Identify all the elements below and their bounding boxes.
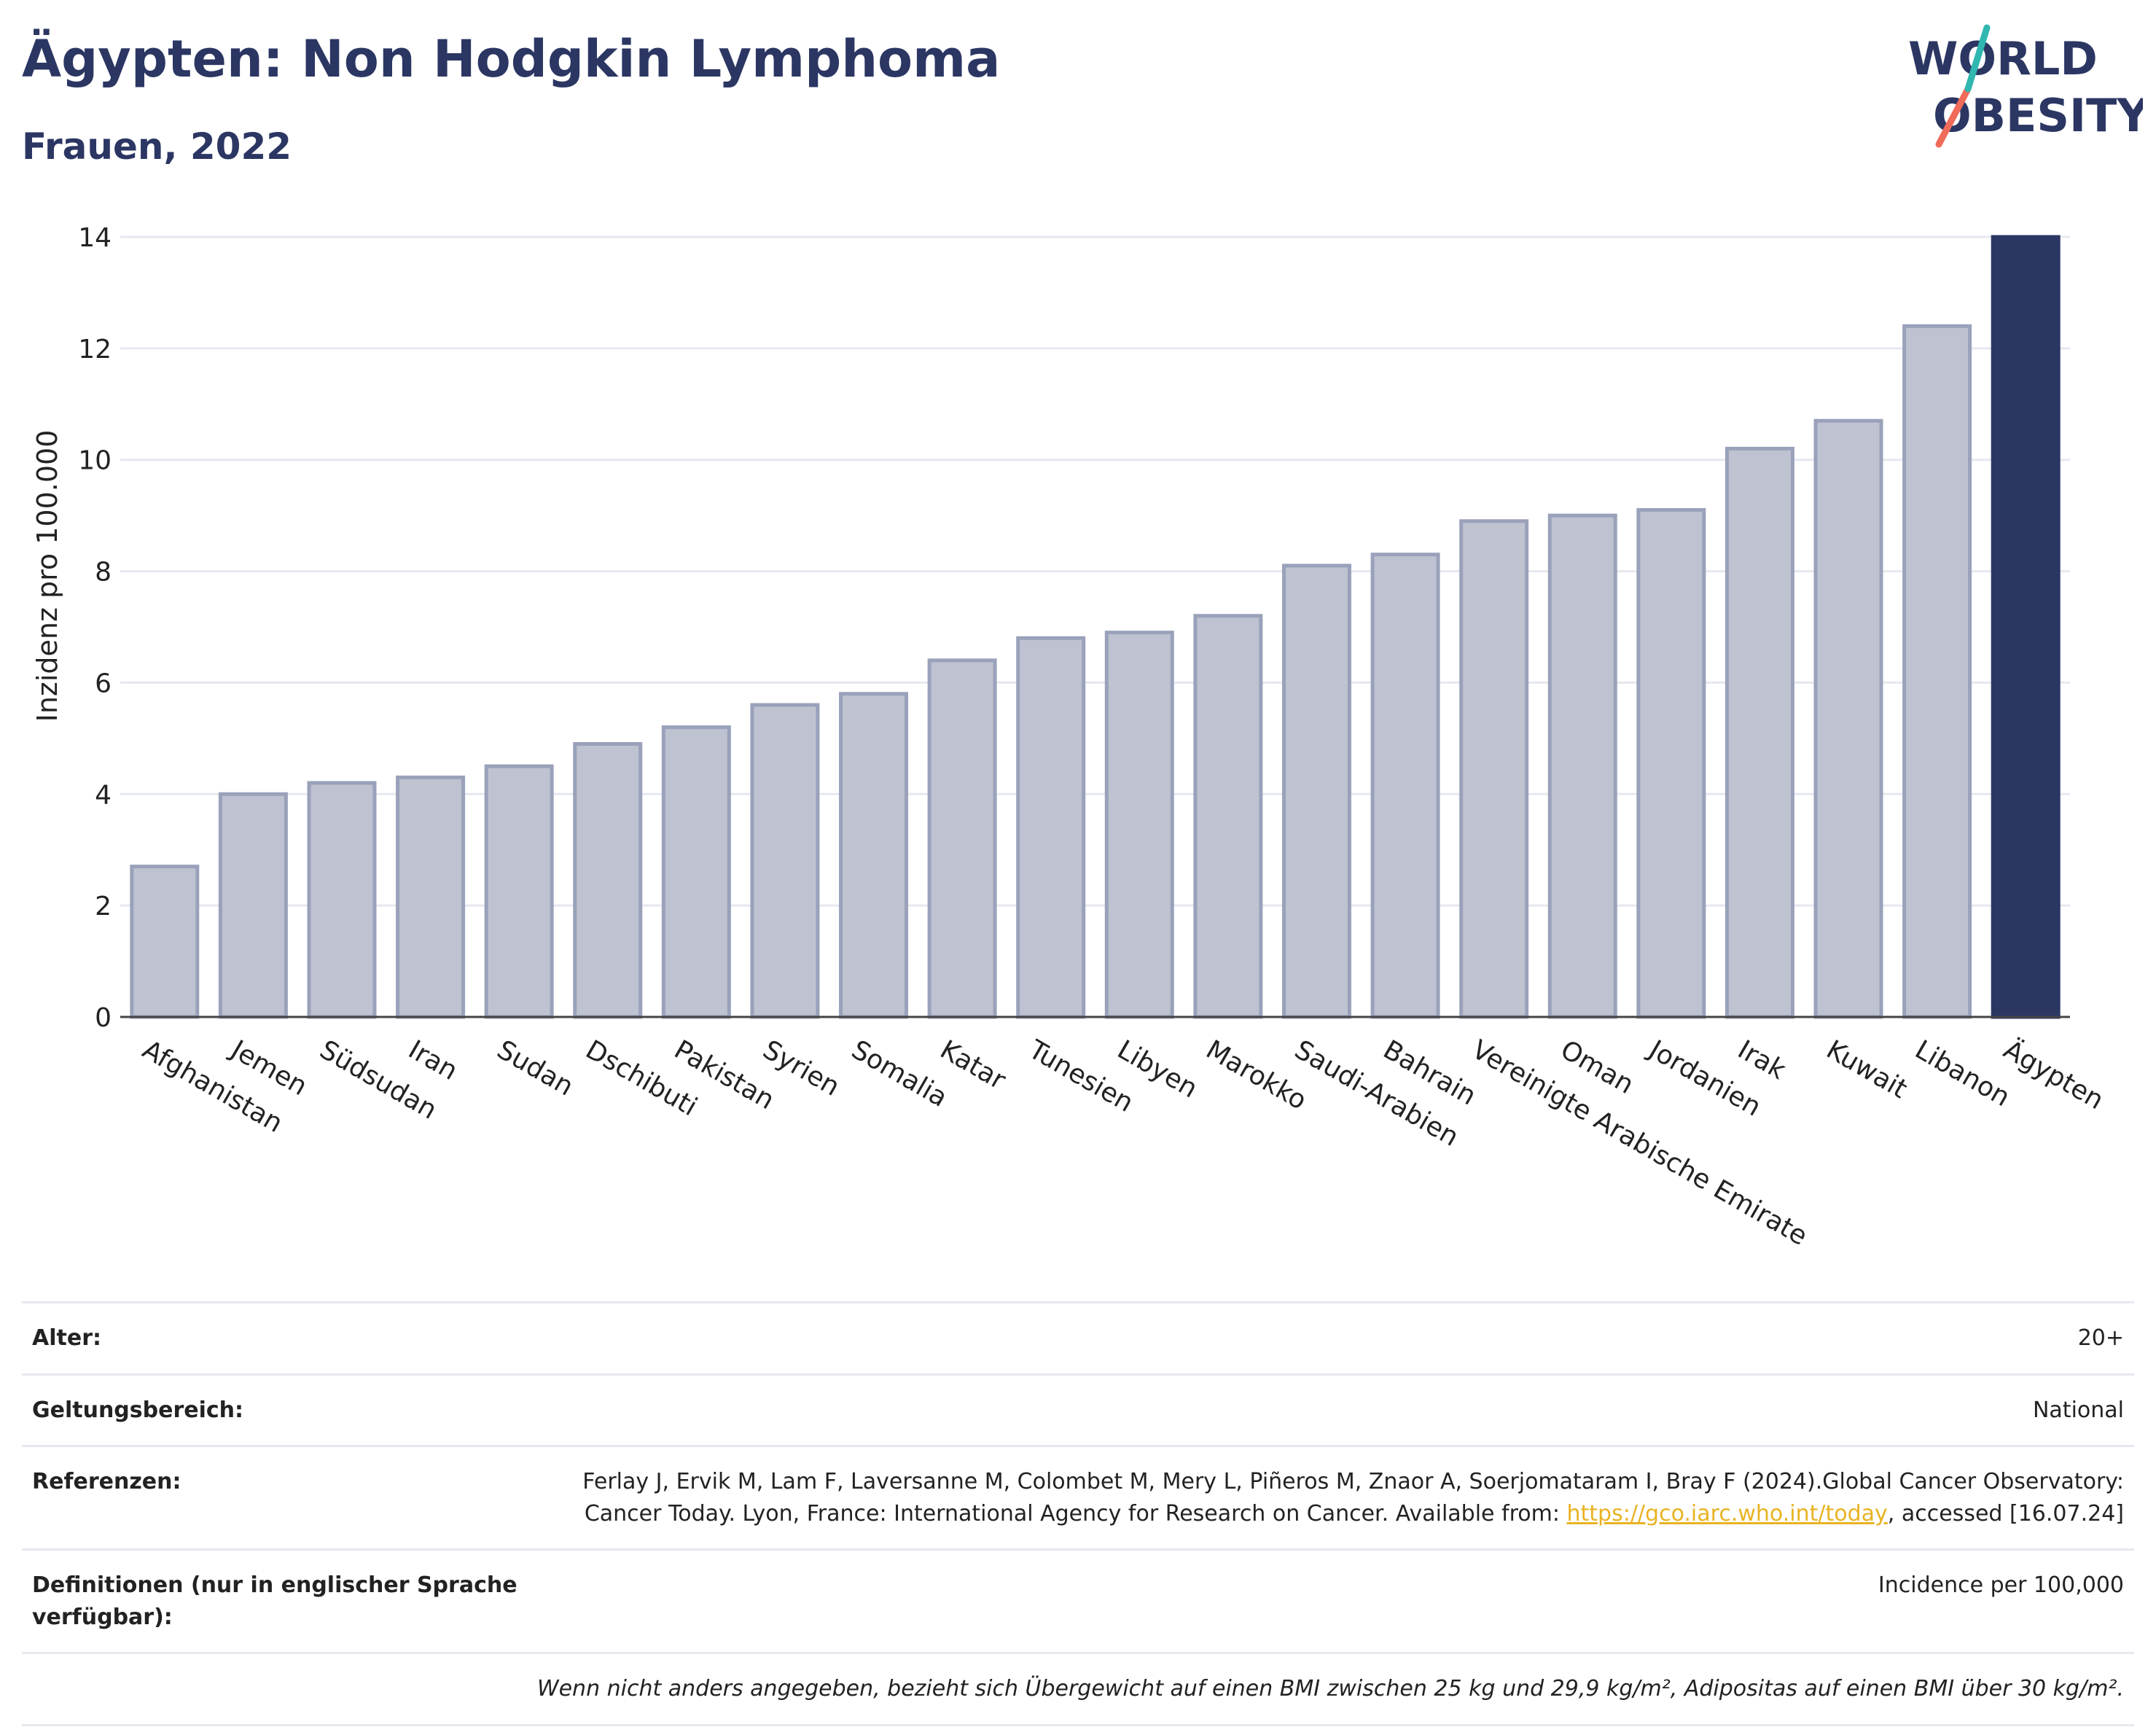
bar-ägypten bbox=[1991, 235, 2061, 1019]
scope-label: Geltungsbereich: bbox=[22, 1373, 552, 1447]
y-tick-labels: 0 2 4 6 8 10 12 14 bbox=[78, 223, 112, 1033]
logo-slash-teal bbox=[1964, 24, 1991, 93]
logo-slash-coral bbox=[1935, 85, 1972, 148]
scope-value: National bbox=[552, 1373, 2134, 1447]
references-value: Ferlay J, Ervik M, Lam F, Laversanne M, … bbox=[552, 1445, 2134, 1551]
bar-pakistan bbox=[661, 725, 731, 1019]
bar-tunesien bbox=[1016, 636, 1086, 1019]
y-tick-label: 4 bbox=[95, 780, 112, 810]
x-tick-label: Sudan bbox=[492, 1034, 579, 1102]
bar-vereinigte-arabische-emirate bbox=[1459, 519, 1529, 1019]
logo-line-1: WORLD bbox=[1908, 32, 2098, 85]
bar-libyen bbox=[1104, 631, 1174, 1019]
bar-südsudan bbox=[307, 781, 377, 1019]
x-tick-label: Irak bbox=[1733, 1034, 1791, 1085]
bar-dschibuti bbox=[573, 742, 643, 1019]
bar-jemen bbox=[218, 792, 288, 1019]
y-tick-label: 14 bbox=[78, 223, 112, 253]
bar-katar bbox=[927, 658, 997, 1019]
bar-irak bbox=[1725, 446, 1794, 1019]
y-tick-label: 6 bbox=[95, 668, 112, 698]
x-tick-label: Ägypten bbox=[1999, 1034, 2109, 1116]
y-axis-label: Inzidenz pro 100.000 bbox=[31, 430, 63, 722]
bar-kuwait bbox=[1813, 418, 1883, 1019]
bar-syrien bbox=[750, 703, 820, 1019]
metadata-table: Alter: 20+ Geltungsbereich: National Ref… bbox=[22, 1301, 2134, 1726]
meta-row-definitions: Definitionen (nur in englischer Sprache … bbox=[22, 1548, 2134, 1654]
bar-oman bbox=[1547, 513, 1617, 1019]
chart-title: Ägypten: Non Hodgkin Lymphoma bbox=[22, 29, 1001, 89]
bar-jordanien bbox=[1636, 508, 1706, 1019]
bar-marokko bbox=[1193, 614, 1263, 1019]
y-tick-label: 0 bbox=[95, 1003, 112, 1033]
references-link[interactable]: https://gco.iarc.who.int/today bbox=[1566, 1500, 1888, 1527]
x-tick-label: Somalia bbox=[846, 1034, 952, 1113]
x-tick-label: Marokko bbox=[1201, 1034, 1312, 1115]
y-tick-label: 2 bbox=[95, 892, 112, 921]
bars bbox=[130, 235, 2061, 1019]
logo-line-2: OBESITY bbox=[1933, 89, 2143, 142]
footnote: Wenn nicht anders angegeben, bezieht sic… bbox=[22, 1652, 2134, 1726]
x-tick-label: Libanon bbox=[1910, 1034, 2015, 1112]
definitions-value: Incidence per 100,000 bbox=[552, 1548, 2134, 1654]
x-tick-label: Kuwait bbox=[1821, 1034, 1913, 1104]
bar-bahrain bbox=[1370, 553, 1440, 1019]
bar-somalia bbox=[839, 692, 909, 1019]
bar-iran bbox=[396, 775, 466, 1019]
age-label: Alter: bbox=[22, 1301, 552, 1376]
references-text-1: Ferlay J, Ervik M, Lam F, Laversanne M, … bbox=[582, 1469, 2124, 1527]
meta-row-scope: Geltungsbereich: National bbox=[22, 1373, 2134, 1447]
bar-libanon bbox=[1902, 324, 1972, 1019]
references-text-2: , accessed [16.07.24] bbox=[1887, 1500, 2124, 1527]
bar-saudi-arabien bbox=[1281, 564, 1351, 1019]
meta-row-age: Alter: 20+ bbox=[22, 1301, 2134, 1376]
bar-sudan bbox=[484, 764, 554, 1019]
references-label: Referenzen: bbox=[22, 1445, 552, 1551]
x-tick-label: Iran bbox=[403, 1034, 462, 1086]
meta-row-footnote: Wenn nicht anders angegeben, bezieht sic… bbox=[22, 1652, 2134, 1726]
meta-row-references: Referenzen: Ferlay J, Ervik M, Lam F, La… bbox=[22, 1445, 2134, 1551]
y-tick-label: 8 bbox=[95, 558, 112, 588]
chart-subtitle: Frauen, 2022 bbox=[22, 125, 292, 168]
world-obesity-logo: WORLD OBESITY bbox=[1908, 24, 2143, 148]
age-value: 20+ bbox=[552, 1301, 2134, 1376]
y-tick-label: 10 bbox=[78, 446, 112, 476]
bar-afghanistan bbox=[130, 865, 200, 1019]
y-tick-label: 12 bbox=[78, 335, 112, 364]
definitions-label: Definitionen (nur in englischer Sprache … bbox=[22, 1548, 552, 1654]
